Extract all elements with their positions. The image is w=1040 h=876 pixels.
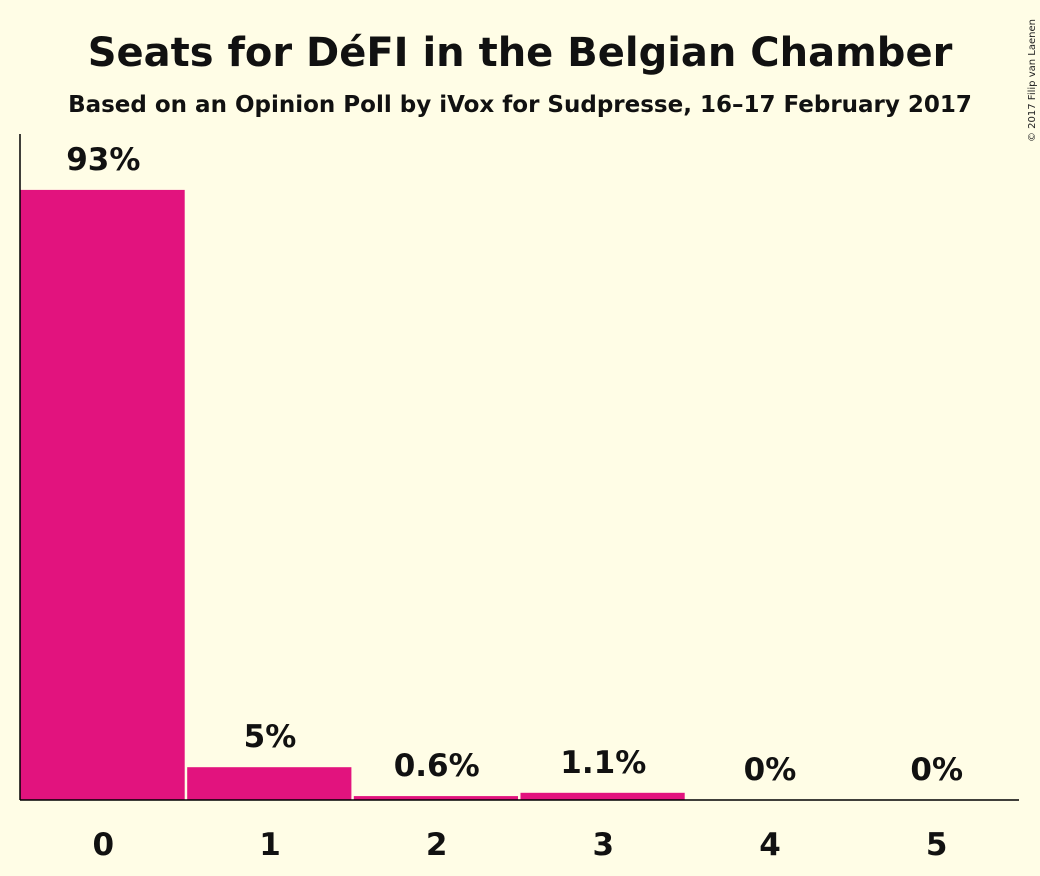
- bars-group: [21, 190, 685, 800]
- chart-subtitle: Based on an Opinion Poll by iVox for Sud…: [68, 92, 972, 118]
- bar-labels-group: 93% 5% 0.6% 1.1% 0% 0%: [66, 142, 963, 788]
- bar-value-label-2: 0.6%: [394, 748, 480, 784]
- bar-value-label-3: 1.1%: [560, 745, 646, 781]
- x-tick-labels-group: 0 1 2 3 4 5: [93, 827, 948, 863]
- chart-title: Seats for DéFI in the Belgian Chamber: [88, 30, 953, 76]
- bar-1: [187, 767, 351, 800]
- x-tick-label-4: 4: [759, 827, 781, 863]
- x-tick-label-2: 2: [426, 827, 448, 863]
- bar-value-label-5: 0%: [910, 752, 963, 788]
- x-tick-label-3: 3: [593, 827, 615, 863]
- bar-3: [521, 793, 685, 800]
- copyright-credit: © 2017 Filip van Laenen: [1027, 19, 1038, 142]
- x-tick-label-0: 0: [93, 827, 115, 863]
- bar-value-label-0: 93%: [66, 142, 140, 178]
- x-tick-label-1: 1: [259, 827, 281, 863]
- bar-value-label-4: 0%: [744, 752, 797, 788]
- x-tick-label-5: 5: [926, 827, 948, 863]
- bar-0: [21, 190, 185, 800]
- bar-value-label-1: 5%: [244, 719, 297, 755]
